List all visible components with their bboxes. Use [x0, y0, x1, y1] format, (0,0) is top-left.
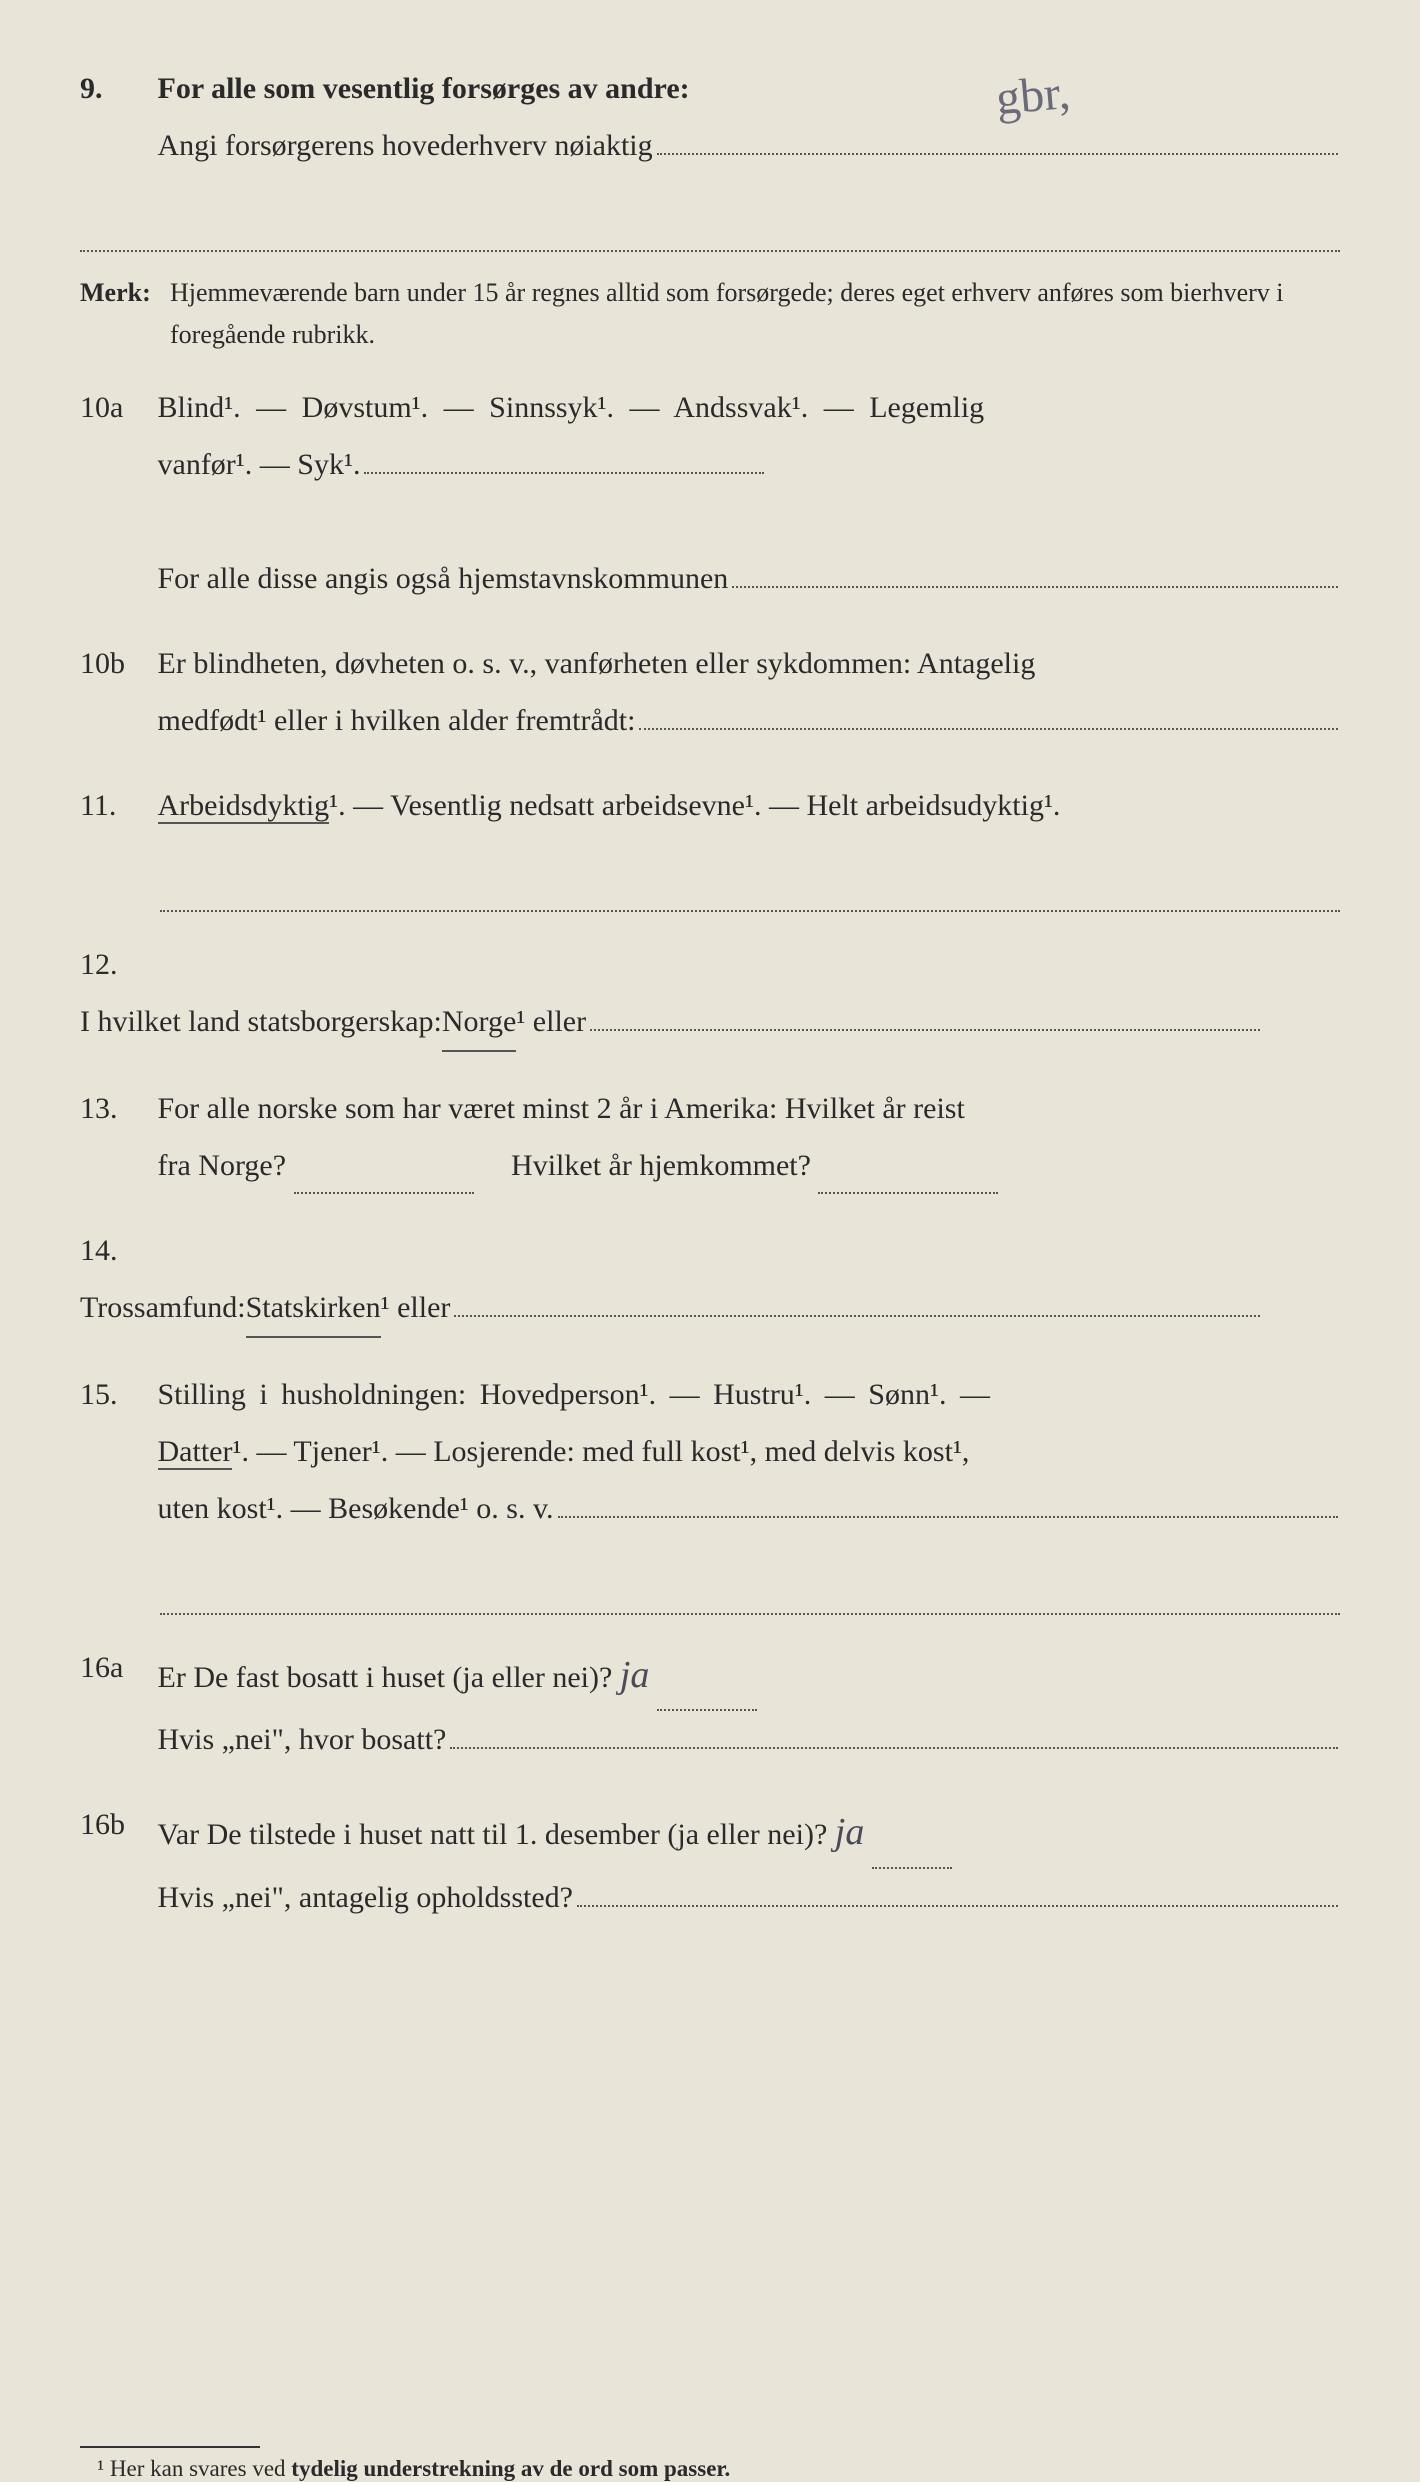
q10a-line2: vanfør¹. — Syk¹. [158, 436, 361, 493]
q14-num: 14. [80, 1222, 150, 1279]
q10b-body: Er blindheten, døvheten o. s. v., vanfør… [158, 635, 1338, 749]
q9-handwritten: gbr, [992, 47, 1074, 144]
q15-fill [558, 1482, 1338, 1518]
question-16b: 16b Var De tilstede i huset natt til 1. … [80, 1796, 1340, 1925]
q13-text1: For alle norske som har været minst 2 år… [158, 1092, 965, 1125]
q9-num: 9. [80, 60, 150, 117]
q15-text3: uten kost¹. — Besøkende¹ o. s. v. [158, 1480, 554, 1537]
q12-num: 12. [80, 936, 150, 993]
q16a-fill2 [450, 1713, 1337, 1749]
q10a-body: Blind¹. — Døvstum¹. — Sinnssyk¹. — Andss… [158, 379, 1338, 607]
q16a-text2: Hvis „nei", hvor bosatt? [158, 1711, 447, 1768]
q10a-line3: For alle disse angis også hjemstavnskomm… [158, 550, 729, 607]
q12-underlined: Norge [442, 993, 516, 1052]
q13-num: 13. [80, 1080, 150, 1137]
q9-body: For alle som vesentlig forsørges av andr… [158, 60, 1338, 174]
footnote-pre: Her kan svares ved [110, 2456, 291, 2481]
q9-blank-line [80, 202, 1340, 252]
q11-body: Arbeidsdyktig¹. — Vesentlig nedsatt arbe… [158, 777, 1338, 834]
q11-text: ¹. — Vesentlig nedsatt arbeidsevne¹. — H… [329, 789, 1060, 822]
q16a-text1: Er De fast bosatt i huset (ja eller nei)… [158, 1661, 613, 1694]
q16a-num: 16a [80, 1639, 150, 1696]
q15-num: 15. [80, 1366, 150, 1423]
q14-body: Trossamfund: Statskirken ¹ eller [80, 1279, 1260, 1338]
q16b-num: 16b [80, 1796, 150, 1853]
merk-note: Merk: Hjemmeværende barn under 15 år reg… [80, 272, 1340, 355]
q15-body: Stilling i husholdningen: Hovedperson¹. … [158, 1366, 1338, 1537]
q9-fill [657, 119, 1338, 155]
q16a-handwritten: ja [620, 1654, 650, 1696]
footnote: ¹ Her kan svares ved tydelig understrekn… [80, 2456, 1340, 2482]
question-10a: 10a Blind¹. — Døvstum¹. — Sinnssyk¹. — A… [80, 379, 1340, 607]
merk-text: Hjemmeværende barn under 15 år regnes al… [170, 272, 1340, 355]
question-9: 9. For alle som vesentlig forsørges av a… [80, 60, 1340, 174]
q14-text2: ¹ eller [381, 1279, 451, 1336]
question-11: 11. Arbeidsdyktig¹. — Vesentlig nedsatt … [80, 777, 1340, 834]
q10b-fill [639, 694, 1337, 730]
q12-fill [590, 995, 1260, 1031]
q9-line1: Angi forsørgerens hovederhverv nøiaktig [158, 117, 653, 174]
q16b-fill1 [872, 1867, 952, 1869]
q15-blank-line [160, 1565, 1340, 1615]
q15-text1: Stilling i husholdningen: Hovedperson¹. … [158, 1378, 990, 1411]
q10b-text1: Er blindheten, døvheten o. s. v., vanfør… [158, 647, 1036, 680]
q13-fill1 [294, 1192, 474, 1194]
q10a-options: Blind¹. — Døvstum¹. — Sinnssyk¹. — Andss… [158, 391, 985, 424]
q12-text2: ¹ eller [516, 993, 586, 1050]
q16b-text1: Var De tilstede i huset natt til 1. dese… [158, 1818, 828, 1851]
question-12: 12. I hvilket land statsborgerskap: Norg… [80, 936, 1340, 1052]
q11-num: 11. [80, 777, 150, 834]
q13-text2a: fra Norge? [158, 1149, 287, 1182]
merk-label: Merk: [80, 272, 170, 355]
q16a-body: Er De fast bosatt i huset (ja eller nei)… [158, 1639, 1338, 1768]
q16b-body: Var De tilstede i huset natt til 1. dese… [158, 1796, 1338, 1925]
q14-text1: Trossamfund: [80, 1279, 246, 1336]
footnote-bold: tydelig understrekning av de ord som pas… [291, 2456, 730, 2481]
q9-title: For alle som vesentlig forsørges av andr… [158, 72, 690, 105]
q16b-handwritten: ja [835, 1811, 865, 1853]
q15-text2: ¹. — Tjener¹. — Losjerende: med full kos… [232, 1435, 969, 1468]
q11-opt1: Arbeidsdyktig [158, 789, 330, 824]
q16b-text2: Hvis „nei", antagelig opholdssted? [158, 1869, 574, 1926]
q10a-fill2 [732, 552, 1337, 588]
q10a-num: 10a [80, 379, 150, 436]
q15-underlined: Datter [158, 1435, 233, 1470]
question-13: 13. For alle norske som har været minst … [80, 1080, 1340, 1194]
q11-blank-line [160, 862, 1340, 912]
footnote-num: ¹ [97, 2456, 104, 2481]
q10b-num: 10b [80, 635, 150, 692]
q12-body: I hvilket land statsborgerskap: Norge ¹ … [80, 993, 1260, 1052]
footnote-rule [80, 2446, 260, 2448]
question-16a: 16a Er De fast bosatt i huset (ja eller … [80, 1639, 1340, 1768]
question-14: 14. Trossamfund: Statskirken ¹ eller [80, 1222, 1340, 1338]
q13-text2b: Hvilket år hjemkommet? [511, 1149, 811, 1182]
q12-text1: I hvilket land statsborgerskap: [80, 993, 442, 1050]
q10a-fill1 [364, 472, 764, 474]
q16b-fill2 [577, 1871, 1338, 1907]
q10b-text2: medfødt¹ eller i hvilken alder fremtrådt… [158, 692, 636, 749]
q13-fill2 [818, 1192, 998, 1194]
q13-body: For alle norske som har været minst 2 år… [158, 1080, 1338, 1194]
question-15: 15. Stilling i husholdningen: Hovedperso… [80, 1366, 1340, 1537]
question-10b: 10b Er blindheten, døvheten o. s. v., va… [80, 635, 1340, 749]
q14-fill [454, 1281, 1260, 1317]
q14-underlined: Statskirken [246, 1279, 381, 1338]
q16a-fill1 [657, 1709, 757, 1711]
